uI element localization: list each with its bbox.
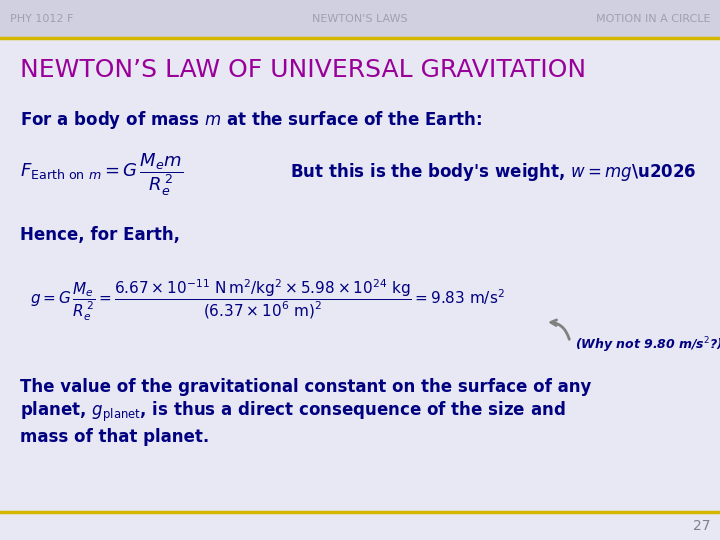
Text: For a body of mass $\mathit{m}$ at the surface of the Earth:: For a body of mass $\mathit{m}$ at the s…: [20, 109, 482, 131]
Bar: [0, 0, 720, 38]
Text: NEWTON’S LAW OF UNIVERSAL GRAVITATION: NEWTON’S LAW OF UNIVERSAL GRAVITATION: [20, 58, 586, 82]
Text: mass of that planet.: mass of that planet.: [20, 428, 210, 446]
Text: (Why not 9.80 m/s$^2$?): (Why not 9.80 m/s$^2$?): [575, 335, 720, 355]
Text: planet, $g_{\mathrm{planet}}$, is thus a direct consequence of the size and: planet, $g_{\mathrm{planet}}$, is thus a…: [20, 400, 566, 424]
Text: Hence, for Earth,: Hence, for Earth,: [20, 226, 180, 244]
Text: PHY 1012 F: PHY 1012 F: [10, 14, 73, 24]
Text: $F_{\mathrm{Earth\ on}\ \mathit{m}} = G\,\dfrac{M_e\mathit{m}}{R_e^{\,2}}$: $F_{\mathrm{Earth\ on}\ \mathit{m}} = G\…: [20, 152, 183, 198]
Text: MOTION IN A CIRCLE: MOTION IN A CIRCLE: [595, 14, 710, 24]
Text: $g = G\,\dfrac{M_e}{R_e^{\,2}} = \dfrac{6.67\times10^{-11}\ \mathrm{N\,m^2/kg^2}: $g = G\,\dfrac{M_e}{R_e^{\,2}} = \dfrac{…: [30, 277, 505, 323]
Text: 27: 27: [693, 519, 710, 533]
Text: The value of the gravitational constant on the surface of any: The value of the gravitational constant …: [20, 378, 591, 396]
Text: But this is the body's weight, $\mathit{w} = \mathit{mg}$\u2026: But this is the body's weight, $\mathit{…: [290, 161, 697, 183]
Text: NEWTON'S LAWS: NEWTON'S LAWS: [312, 14, 408, 24]
